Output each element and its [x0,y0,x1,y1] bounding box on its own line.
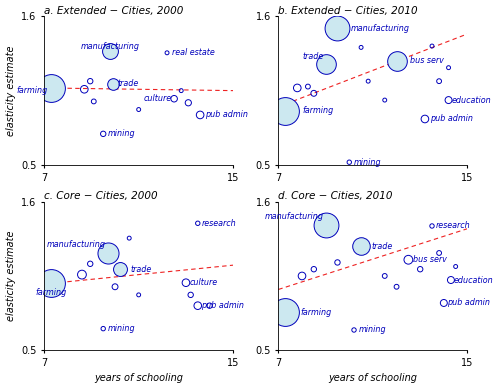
Point [80,86,88,92]
Point [134,107,142,113]
Text: mining: mining [354,158,382,167]
Text: bus serv: bus serv [410,56,444,65]
Text: farming: farming [302,106,334,116]
Text: culture: culture [190,278,218,287]
Point [444,65,452,71]
Point [125,235,133,241]
Point [364,78,372,84]
Point [194,303,202,309]
Text: farming: farming [36,288,67,297]
X-axis label: years of schooling: years of schooling [328,373,418,384]
Point [182,280,190,286]
Point [421,116,429,122]
Point [404,257,412,263]
Point [435,78,443,84]
Point [380,97,388,103]
Text: mining: mining [358,326,386,335]
Point [90,98,98,105]
X-axis label: years of schooling: years of schooling [94,373,183,384]
Point [322,61,330,67]
Text: research: research [436,221,470,230]
Point [428,223,436,229]
Point [298,273,306,279]
Text: manufacturing: manufacturing [81,42,140,51]
Point [86,261,94,267]
Point [78,272,86,278]
Point [294,85,302,91]
Text: education: education [452,96,492,105]
Point [47,280,55,286]
Text: real estate: real estate [172,48,214,57]
Text: farming: farming [16,86,48,95]
Point [346,159,354,165]
Point [444,97,452,103]
Text: manufacturing: manufacturing [264,212,324,221]
Point [392,58,400,64]
Point [428,43,436,49]
Text: trade: trade [372,242,393,251]
Point [452,263,460,270]
Point [111,284,119,290]
Point [194,220,202,226]
Point [447,277,455,283]
Point [116,266,124,272]
Text: pub admin: pub admin [202,301,244,310]
Point [99,131,107,137]
Text: pub admin: pub admin [448,298,490,307]
Point [184,100,192,106]
Point [392,284,400,290]
Point [170,96,178,102]
Text: manufacturing: manufacturing [350,24,410,33]
Point [380,273,388,279]
Text: research: research [202,219,236,228]
Point [310,266,318,272]
Text: bus serv: bus serv [413,255,447,264]
Text: manufacturing: manufacturing [46,240,106,249]
Text: mining: mining [108,130,136,138]
Point [99,326,107,332]
Text: culture: culture [144,94,172,103]
Point [163,50,171,56]
Point [104,250,112,256]
Point [196,112,204,118]
Point [186,292,194,298]
Point [416,266,424,272]
Point [134,292,142,298]
Point [357,243,365,249]
Text: d. Core − Cities, 2010: d. Core − Cities, 2010 [278,191,393,201]
Point [108,81,116,87]
Text: c. Core − Cities, 2000: c. Core − Cities, 2000 [44,191,158,201]
Y-axis label: elasticity estimate: elasticity estimate [6,231,16,321]
Text: pub admin: pub admin [430,114,472,123]
Point [47,85,55,91]
Text: trade: trade [302,53,324,61]
Point [282,108,290,114]
Point [106,48,114,54]
Point [304,84,312,90]
Point [435,250,443,256]
Point [206,303,214,309]
Point [334,25,342,32]
Point [177,88,185,94]
Text: pub admin: pub admin [205,110,248,119]
Text: trade: trade [118,79,139,88]
Point [86,78,94,84]
Point [282,309,290,315]
Point [357,44,365,51]
Text: education: education [454,275,494,284]
Point [350,327,358,333]
Point [334,259,342,266]
Text: farming: farming [301,308,332,317]
Point [322,221,330,228]
Text: b. Extended − Cities, 2010: b. Extended − Cities, 2010 [278,5,418,16]
Text: trade: trade [130,265,152,274]
Point [440,300,448,306]
Point [310,90,318,96]
Y-axis label: elasticity estimate: elasticity estimate [6,46,16,136]
Text: mining: mining [108,324,136,333]
Text: a. Extended − Cities, 2000: a. Extended − Cities, 2000 [44,5,184,16]
